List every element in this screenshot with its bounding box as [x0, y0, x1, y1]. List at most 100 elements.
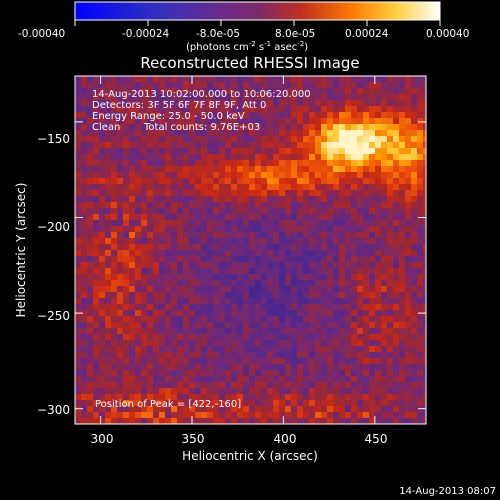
image-pixel — [261, 238, 268, 245]
image-pixel — [135, 418, 142, 424]
image-pixel — [93, 286, 100, 293]
image-pixel — [237, 166, 244, 173]
image-pixel — [357, 280, 364, 287]
image-pixel — [207, 334, 214, 341]
image-pixel — [291, 244, 298, 251]
image-pixel — [99, 82, 106, 89]
image-pixel — [81, 196, 88, 203]
image-pixel — [423, 304, 426, 311]
image-pixel — [375, 340, 382, 347]
image-pixel — [243, 82, 250, 89]
image-pixel — [261, 100, 268, 107]
image-pixel — [177, 382, 184, 389]
image-pixel — [393, 406, 400, 413]
image-pixel — [267, 322, 274, 329]
image-pixel — [315, 160, 322, 167]
image-pixel — [243, 166, 250, 173]
image-pixel — [93, 304, 100, 311]
image-pixel — [111, 88, 118, 95]
image-pixel — [279, 418, 286, 424]
image-pixel — [189, 298, 196, 305]
image-pixel — [285, 154, 292, 161]
image-pixel — [183, 286, 190, 293]
image-pixel — [327, 154, 334, 161]
image-pixel — [201, 148, 208, 155]
image-pixel — [279, 352, 286, 359]
image-pixel — [273, 418, 280, 424]
image-pixel — [201, 106, 208, 113]
image-pixel — [303, 334, 310, 341]
image-pixel — [357, 208, 364, 215]
image-pixel — [237, 328, 244, 335]
image-pixel — [249, 310, 256, 317]
image-pixel — [93, 184, 100, 191]
image-pixel — [267, 202, 274, 209]
image-pixel — [195, 82, 202, 89]
image-pixel — [357, 148, 364, 155]
image-pixel — [105, 220, 112, 227]
image-pixel — [321, 394, 328, 401]
image-pixel — [417, 328, 424, 335]
image-pixel — [141, 364, 148, 371]
image-pixel — [189, 184, 196, 191]
image-pixel — [141, 412, 148, 419]
image-pixel — [237, 316, 244, 323]
image-pixel — [111, 292, 118, 299]
image-pixel — [339, 250, 346, 257]
image-pixel — [273, 76, 280, 83]
image-pixel — [129, 370, 136, 377]
image-pixel — [255, 190, 262, 197]
image-pixel — [327, 280, 334, 287]
image-pixel — [75, 142, 82, 149]
image-pixel — [177, 208, 184, 215]
image-pixel — [225, 394, 232, 401]
image-pixel — [291, 100, 298, 107]
image-pixel — [165, 268, 172, 275]
image-pixel — [153, 412, 160, 419]
image-pixel — [195, 172, 202, 179]
image-pixel — [267, 220, 274, 227]
image-pixel — [351, 94, 358, 101]
image-pixel — [159, 280, 166, 287]
image-pixel — [87, 268, 94, 275]
image-pixel — [315, 376, 322, 383]
image-pixel — [393, 364, 400, 371]
image-pixel — [285, 232, 292, 239]
image-pixel — [243, 124, 250, 131]
image-pixel — [303, 214, 310, 221]
image-pixel — [357, 256, 364, 263]
image-pixel — [369, 190, 376, 197]
image-pixel — [207, 352, 214, 359]
image-pixel — [201, 292, 208, 299]
image-pixel — [249, 346, 256, 353]
image-pixel — [225, 178, 232, 185]
image-pixel — [189, 208, 196, 215]
image-pixel — [249, 160, 256, 167]
image-pixel — [231, 196, 238, 203]
image-pixel — [189, 220, 196, 227]
image-pixel — [153, 304, 160, 311]
image-pixel — [327, 148, 334, 155]
image-pixel — [153, 130, 160, 137]
image-pixel — [345, 340, 352, 347]
image-pixel — [249, 406, 256, 413]
image-pixel — [327, 274, 334, 281]
image-pixel — [231, 256, 238, 263]
image-pixel — [261, 250, 268, 257]
image-pixel — [357, 214, 364, 221]
image-pixel — [309, 400, 316, 407]
image-pixel — [87, 82, 94, 89]
image-pixel — [309, 322, 316, 329]
image-pixel — [219, 406, 226, 413]
image-pixel — [141, 220, 148, 227]
image-pixel — [189, 382, 196, 389]
image-pixel — [351, 250, 358, 257]
image-pixel — [231, 88, 238, 95]
image-pixel — [243, 322, 250, 329]
image-pixel — [285, 118, 292, 125]
image-pixel — [189, 328, 196, 335]
image-pixel — [123, 400, 130, 407]
image-pixel — [327, 226, 334, 233]
image-pixel — [297, 100, 304, 107]
image-pixel — [267, 256, 274, 263]
